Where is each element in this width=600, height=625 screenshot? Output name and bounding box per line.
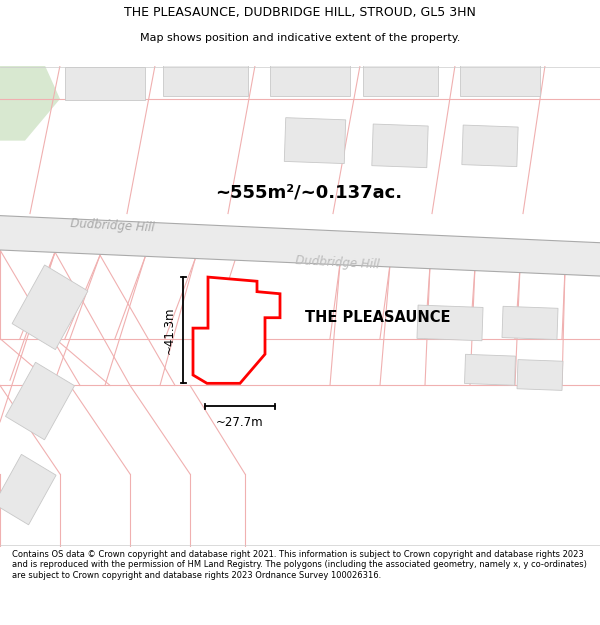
Polygon shape: [417, 305, 483, 341]
Polygon shape: [12, 265, 88, 349]
Text: ~555m²/~0.137ac.: ~555m²/~0.137ac.: [215, 184, 402, 202]
Polygon shape: [362, 64, 437, 96]
Text: ~27.7m: ~27.7m: [216, 416, 264, 429]
Polygon shape: [502, 306, 558, 339]
Polygon shape: [0, 454, 56, 525]
Text: Dudbridge Hill: Dudbridge Hill: [295, 254, 380, 271]
Polygon shape: [0, 216, 600, 276]
Text: Dudbridge Hill: Dudbridge Hill: [70, 217, 155, 235]
Polygon shape: [65, 67, 145, 100]
Polygon shape: [284, 118, 346, 164]
Text: THE PLEASAUNCE: THE PLEASAUNCE: [305, 310, 451, 325]
Polygon shape: [163, 64, 248, 96]
Polygon shape: [460, 64, 540, 96]
Polygon shape: [193, 277, 280, 383]
Polygon shape: [462, 125, 518, 167]
Polygon shape: [464, 354, 515, 385]
Text: Contains OS data © Crown copyright and database right 2021. This information is : Contains OS data © Crown copyright and d…: [12, 550, 587, 580]
Polygon shape: [517, 359, 563, 391]
Polygon shape: [270, 64, 350, 96]
Polygon shape: [372, 124, 428, 168]
Text: THE PLEASAUNCE, DUDBRIDGE HILL, STROUD, GL5 3HN: THE PLEASAUNCE, DUDBRIDGE HILL, STROUD, …: [124, 6, 476, 19]
Polygon shape: [5, 362, 74, 440]
Text: ~41.3m: ~41.3m: [163, 306, 176, 354]
Polygon shape: [0, 66, 60, 141]
Text: Map shows position and indicative extent of the property.: Map shows position and indicative extent…: [140, 33, 460, 43]
